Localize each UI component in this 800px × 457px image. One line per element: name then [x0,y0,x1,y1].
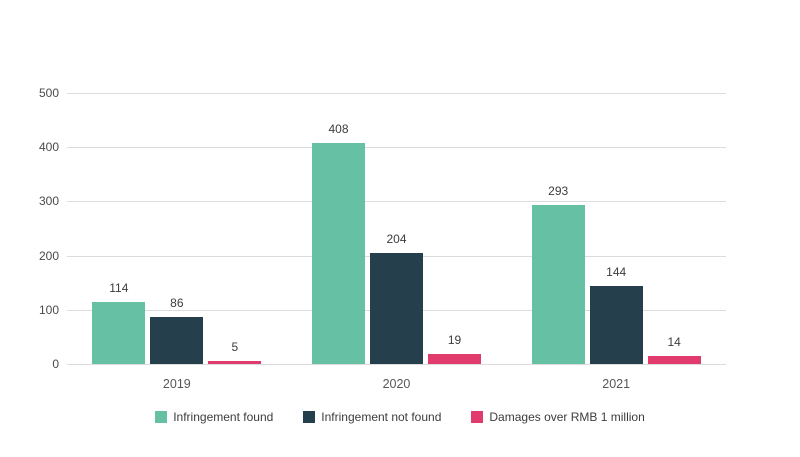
x-axis-label-2020: 2020 [382,377,411,391]
gridline-0 [67,364,726,365]
bar-2021-series-2 [647,356,701,364]
x-axis-label-2021: 2021 [602,377,631,391]
bar-2019-series-2 [208,361,262,364]
legend-item-2: Damages over RMB 1 million [471,410,645,424]
legend-swatch-icon [471,411,484,423]
bar-value-label-2021-series-1: 144 [606,264,627,279]
y-axis-tick-300: 300 [38,194,59,209]
legend-swatch-icon [155,411,168,423]
bar-value-label-2019-series-2: 5 [231,340,239,355]
legend-swatch-icon [303,411,316,423]
bar-2019-series-1 [150,317,204,364]
x-axis-label-2019: 2019 [162,377,191,391]
bar-2021-series-0 [531,205,585,364]
y-axis-tick-100: 100 [38,302,59,317]
bar-2020-series-1 [370,253,423,364]
legend-item-0: Infringement found [155,410,273,424]
bar-2020-series-2 [428,353,481,364]
gridline-400 [67,147,726,149]
bar-2021-series-1 [589,285,643,364]
legend-label-1: Infringement not found [321,410,442,424]
bar-value-label-2020-series-1: 204 [386,232,407,247]
gridline-300 [67,201,726,203]
legend-item-1: Infringement not found [303,410,441,424]
bar-value-label-2020-series-0: 408 [328,121,349,136]
y-axis-tick-0: 0 [52,357,59,371]
bar-value-label-2019-series-0: 114 [109,281,129,296]
legend-label-0: Infringement found [173,410,274,424]
y-axis-tick-200: 200 [38,248,59,263]
bar-value-label-2019-series-1: 86 [170,296,184,311]
bar-value-label-2021-series-2: 14 [667,335,681,350]
gridline-500 [67,93,726,94]
bar-value-label-2020-series-2: 19 [447,332,462,347]
chart-legend: Infringement found Infringement not found… [0,410,800,424]
bar-2020-series-0 [312,142,365,364]
y-axis-tick-500: 500 [38,86,59,100]
bar-2019-series-0 [92,302,146,364]
bar-value-label-2021-series-0: 293 [548,184,569,199]
legend-label-2: Damages over RMB 1 million [489,410,645,424]
y-axis-tick-400: 400 [38,140,59,155]
